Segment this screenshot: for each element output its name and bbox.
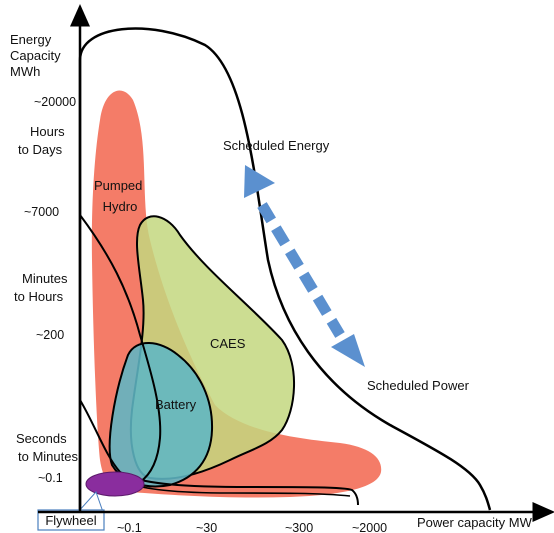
scheduled-energy-label: Scheduled Energy [223,138,330,153]
envelope-outline [78,27,492,511]
pumped-hydro-label: Pumped Hydro [94,178,146,214]
y-band-label: Minutes to Hours [14,271,71,304]
arrowhead-down-icon [331,334,365,367]
caes-label: CAES [210,336,246,351]
x-tick-label: ~300 [285,521,313,533]
y-tick-label: ~200 [36,328,64,342]
flywheel-region [85,471,145,497]
x-tick-label: ~0.1 [117,521,142,533]
arrowhead-up-icon [244,165,275,198]
trend-arrow-shaft [257,202,345,338]
y-tick-label: ~20000 [34,95,76,109]
flywheel-callout [76,491,104,513]
flywheel-label-box [37,509,105,531]
seconds-boundary-curve [79,399,359,506]
flywheel-label: Flywheel [45,513,96,528]
scheduled-power-label: Scheduled Power [367,378,470,393]
y-tick-label: ~7000 [24,205,59,219]
y-tick-label: ~0.1 [38,471,63,485]
y-axis-title: Energy Capacity MWh [10,32,64,79]
y-band-label: Seconds to Minutes [16,431,78,464]
battery-label: Battery [155,397,197,412]
x-tick-label: ~2000 [352,521,387,533]
battery-region [108,342,214,488]
y-band-label: Hours to Days [18,124,68,157]
minutes-boundary-curve [79,214,162,483]
x-axis-title: Power capacity MW [417,515,533,530]
x-tick-label: ~30 [196,521,217,533]
